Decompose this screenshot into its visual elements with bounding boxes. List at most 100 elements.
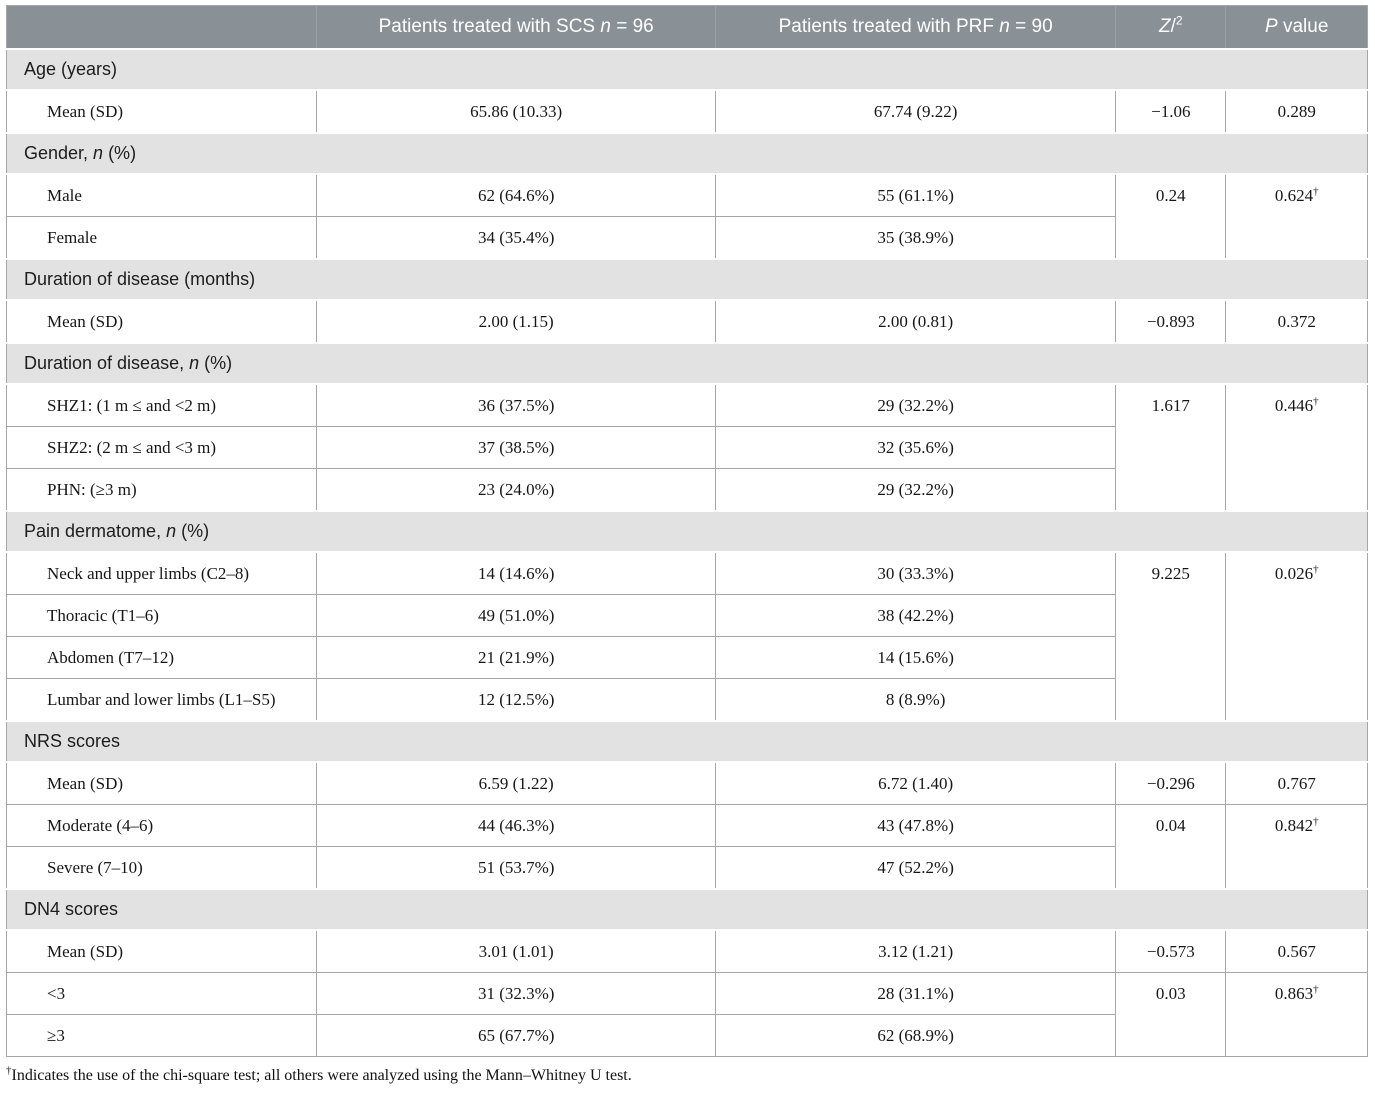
prf-value: 38 (42.2%) [715, 594, 1117, 637]
scs-value: 21 (21.9%) [316, 636, 717, 679]
z-value: 0.03 [1115, 972, 1227, 1057]
prf-value: 8 (8.9%) [715, 678, 1117, 722]
row-label: <3 [5, 972, 318, 1015]
table-header: Patients treated with SCS n = 96 Patient… [6, 5, 1368, 50]
prf-value: 3.12 (1.21) [715, 929, 1117, 973]
text-part: Patients treated with PRF [778, 16, 1000, 37]
text-part: (%) [103, 143, 137, 163]
text-part: Patients treated with SCS [378, 16, 601, 37]
row-label: Male [5, 173, 318, 217]
prf-value: 6.72 (1.40) [715, 761, 1117, 805]
row-label: Mean (SD) [5, 761, 318, 805]
text-part: n [999, 16, 1010, 37]
scs-value: 65 (67.7%) [316, 1014, 717, 1057]
p-value: 0.372 [1225, 299, 1368, 344]
section-row: Duration of disease (months) [6, 258, 1368, 301]
table-row: Mean (SD) 65.86 (10.33) 67.74 (9.22) −1.06 0… [5, 89, 1368, 134]
table-row: Mean (SD) 6.59 (1.22) 6.72 (1.40) −0.296 0.7… [5, 761, 1368, 805]
text-part: (%) [199, 353, 233, 373]
prf-value: 43 (47.8%) [715, 804, 1117, 847]
table-row: Severe (7–10) 51 (53.7%) 47 (52.2%) [5, 846, 1368, 890]
dagger-mark: † [1313, 815, 1319, 828]
text-part: = 90 [1009, 16, 1053, 37]
p-value: 0.446† [1225, 383, 1368, 512]
p-value: 0.624† [1225, 173, 1368, 260]
dagger-mark: † [1313, 185, 1319, 198]
scs-value: 31 (32.3%) [316, 972, 717, 1015]
row-label: Mean (SD) [5, 929, 318, 973]
table-row: SHZ1: (1 m ≤ and <2 m) 36 (37.5%) 29 (32.2… [5, 383, 1368, 512]
table-row: Lumbar and lower limbs (L1–S5) 12 (12.5%)… [5, 678, 1368, 722]
text-part: Duration of disease (months) [24, 269, 256, 289]
row-label: Neck and upper limbs (C2–8) [5, 551, 318, 595]
z-value: −0.296 [1115, 761, 1227, 805]
p-column-header: P value [1225, 5, 1368, 50]
section-row: NRS scores [6, 720, 1368, 763]
section-header: Duration of disease (months) [6, 258, 1368, 301]
section-row: Age (years) [6, 48, 1368, 91]
text-part: / [1170, 16, 1176, 37]
section-header: NRS scores [6, 720, 1368, 763]
row-label: Severe (7–10) [5, 846, 318, 890]
text-part: Z [1159, 16, 1171, 37]
scs-column-header: Patients treated with SCS n = 96 [316, 5, 716, 50]
table-row: SHZ2: (2 m ≤ and <3 m) 37 (38.5%) 32 (35.6… [5, 426, 1368, 469]
p-value: 0.842† [1225, 804, 1368, 890]
footnote: †Indicates the use of the chi-square tes… [6, 1065, 1368, 1085]
text-part: Pain dermatome, [24, 521, 167, 541]
prf-column-header: Patients treated with PRF n = 90 [715, 5, 1116, 50]
z-value: 1.617 [1115, 383, 1227, 512]
dagger-mark: † [1313, 563, 1319, 576]
z-value: 0.04 [1115, 804, 1227, 890]
table-row: Mean (SD) 2.00 (1.15) 2.00 (0.81) −0.893 0.3… [5, 299, 1368, 344]
table-body: Age (years) Mean (SD) 65.86 (10.33) 67.74 (… [5, 48, 1368, 1057]
scs-value: 3.01 (1.01) [316, 929, 717, 973]
scs-value: 62 (64.6%) [316, 173, 717, 217]
row-label-column-header [6, 5, 317, 50]
text-part: Duration of disease, [24, 353, 190, 373]
section-header: Gender, n (%) [6, 132, 1368, 175]
row-label: Female [5, 216, 318, 260]
p-value: 0.567 [1225, 929, 1368, 973]
text-part: (%) [176, 521, 210, 541]
text-part: n [93, 143, 104, 163]
text-part: DN4 scores [24, 899, 119, 919]
scs-value: 23 (24.0%) [316, 468, 717, 512]
table-row: Mean (SD) 3.01 (1.01) 3.12 (1.21) −0.573 0.5… [5, 929, 1368, 973]
table-row: Female 34 (35.4%) 35 (38.9%) [5, 216, 1368, 260]
scs-value: 2.00 (1.15) [316, 299, 717, 344]
row-label: Mean (SD) [5, 299, 318, 344]
scs-value: 36 (37.5%) [316, 383, 717, 427]
scs-value: 6.59 (1.22) [316, 761, 717, 805]
scs-value: 37 (38.5%) [316, 426, 717, 469]
text-part: Age (years) [24, 59, 118, 79]
z-value: 0.24 [1115, 173, 1227, 260]
section-header: Duration of disease, n (%) [6, 342, 1368, 385]
p-value: 0.863† [1225, 972, 1368, 1057]
scs-value: 44 (46.3%) [316, 804, 717, 847]
prf-value: 2.00 (0.81) [715, 299, 1117, 344]
row-label: SHZ2: (2 m ≤ and <3 m) [5, 426, 318, 469]
footnote-text: Indicates the use of the chi-square test… [11, 1067, 632, 1084]
row-label: Thoracic (T1–6) [5, 594, 318, 637]
dagger-mark: † [1313, 983, 1319, 996]
z-value: −0.893 [1115, 299, 1227, 344]
table-row: <3 31 (32.3%) 28 (31.1%) 0.03 0.863† [5, 972, 1368, 1057]
dagger-mark: † [1313, 395, 1319, 408]
p-value: 0.026† [1225, 551, 1368, 722]
text-part: value [1277, 16, 1329, 37]
scs-value: 14 (14.6%) [316, 551, 717, 595]
text-part: NRS scores [24, 731, 121, 751]
section-row: Duration of disease, n (%) [6, 342, 1368, 385]
z-value: 9.225 [1115, 551, 1227, 722]
patient-characteristics-table: Patients treated with SCS n = 96 Patient… [5, 5, 1368, 1057]
text-part: n [189, 353, 200, 373]
p-value: 0.767 [1225, 761, 1368, 805]
scs-value: 51 (53.7%) [316, 846, 717, 890]
z-column-header: Z/2 [1115, 5, 1226, 50]
prf-value: 32 (35.6%) [715, 426, 1117, 469]
row-label: ≥3 [5, 1014, 318, 1057]
prf-value: 29 (32.2%) [715, 383, 1117, 427]
table-row: PHN: (≥3 m) 23 (24.0%) 29 (32.2%) [5, 468, 1368, 512]
prf-value: 55 (61.1%) [715, 173, 1117, 217]
